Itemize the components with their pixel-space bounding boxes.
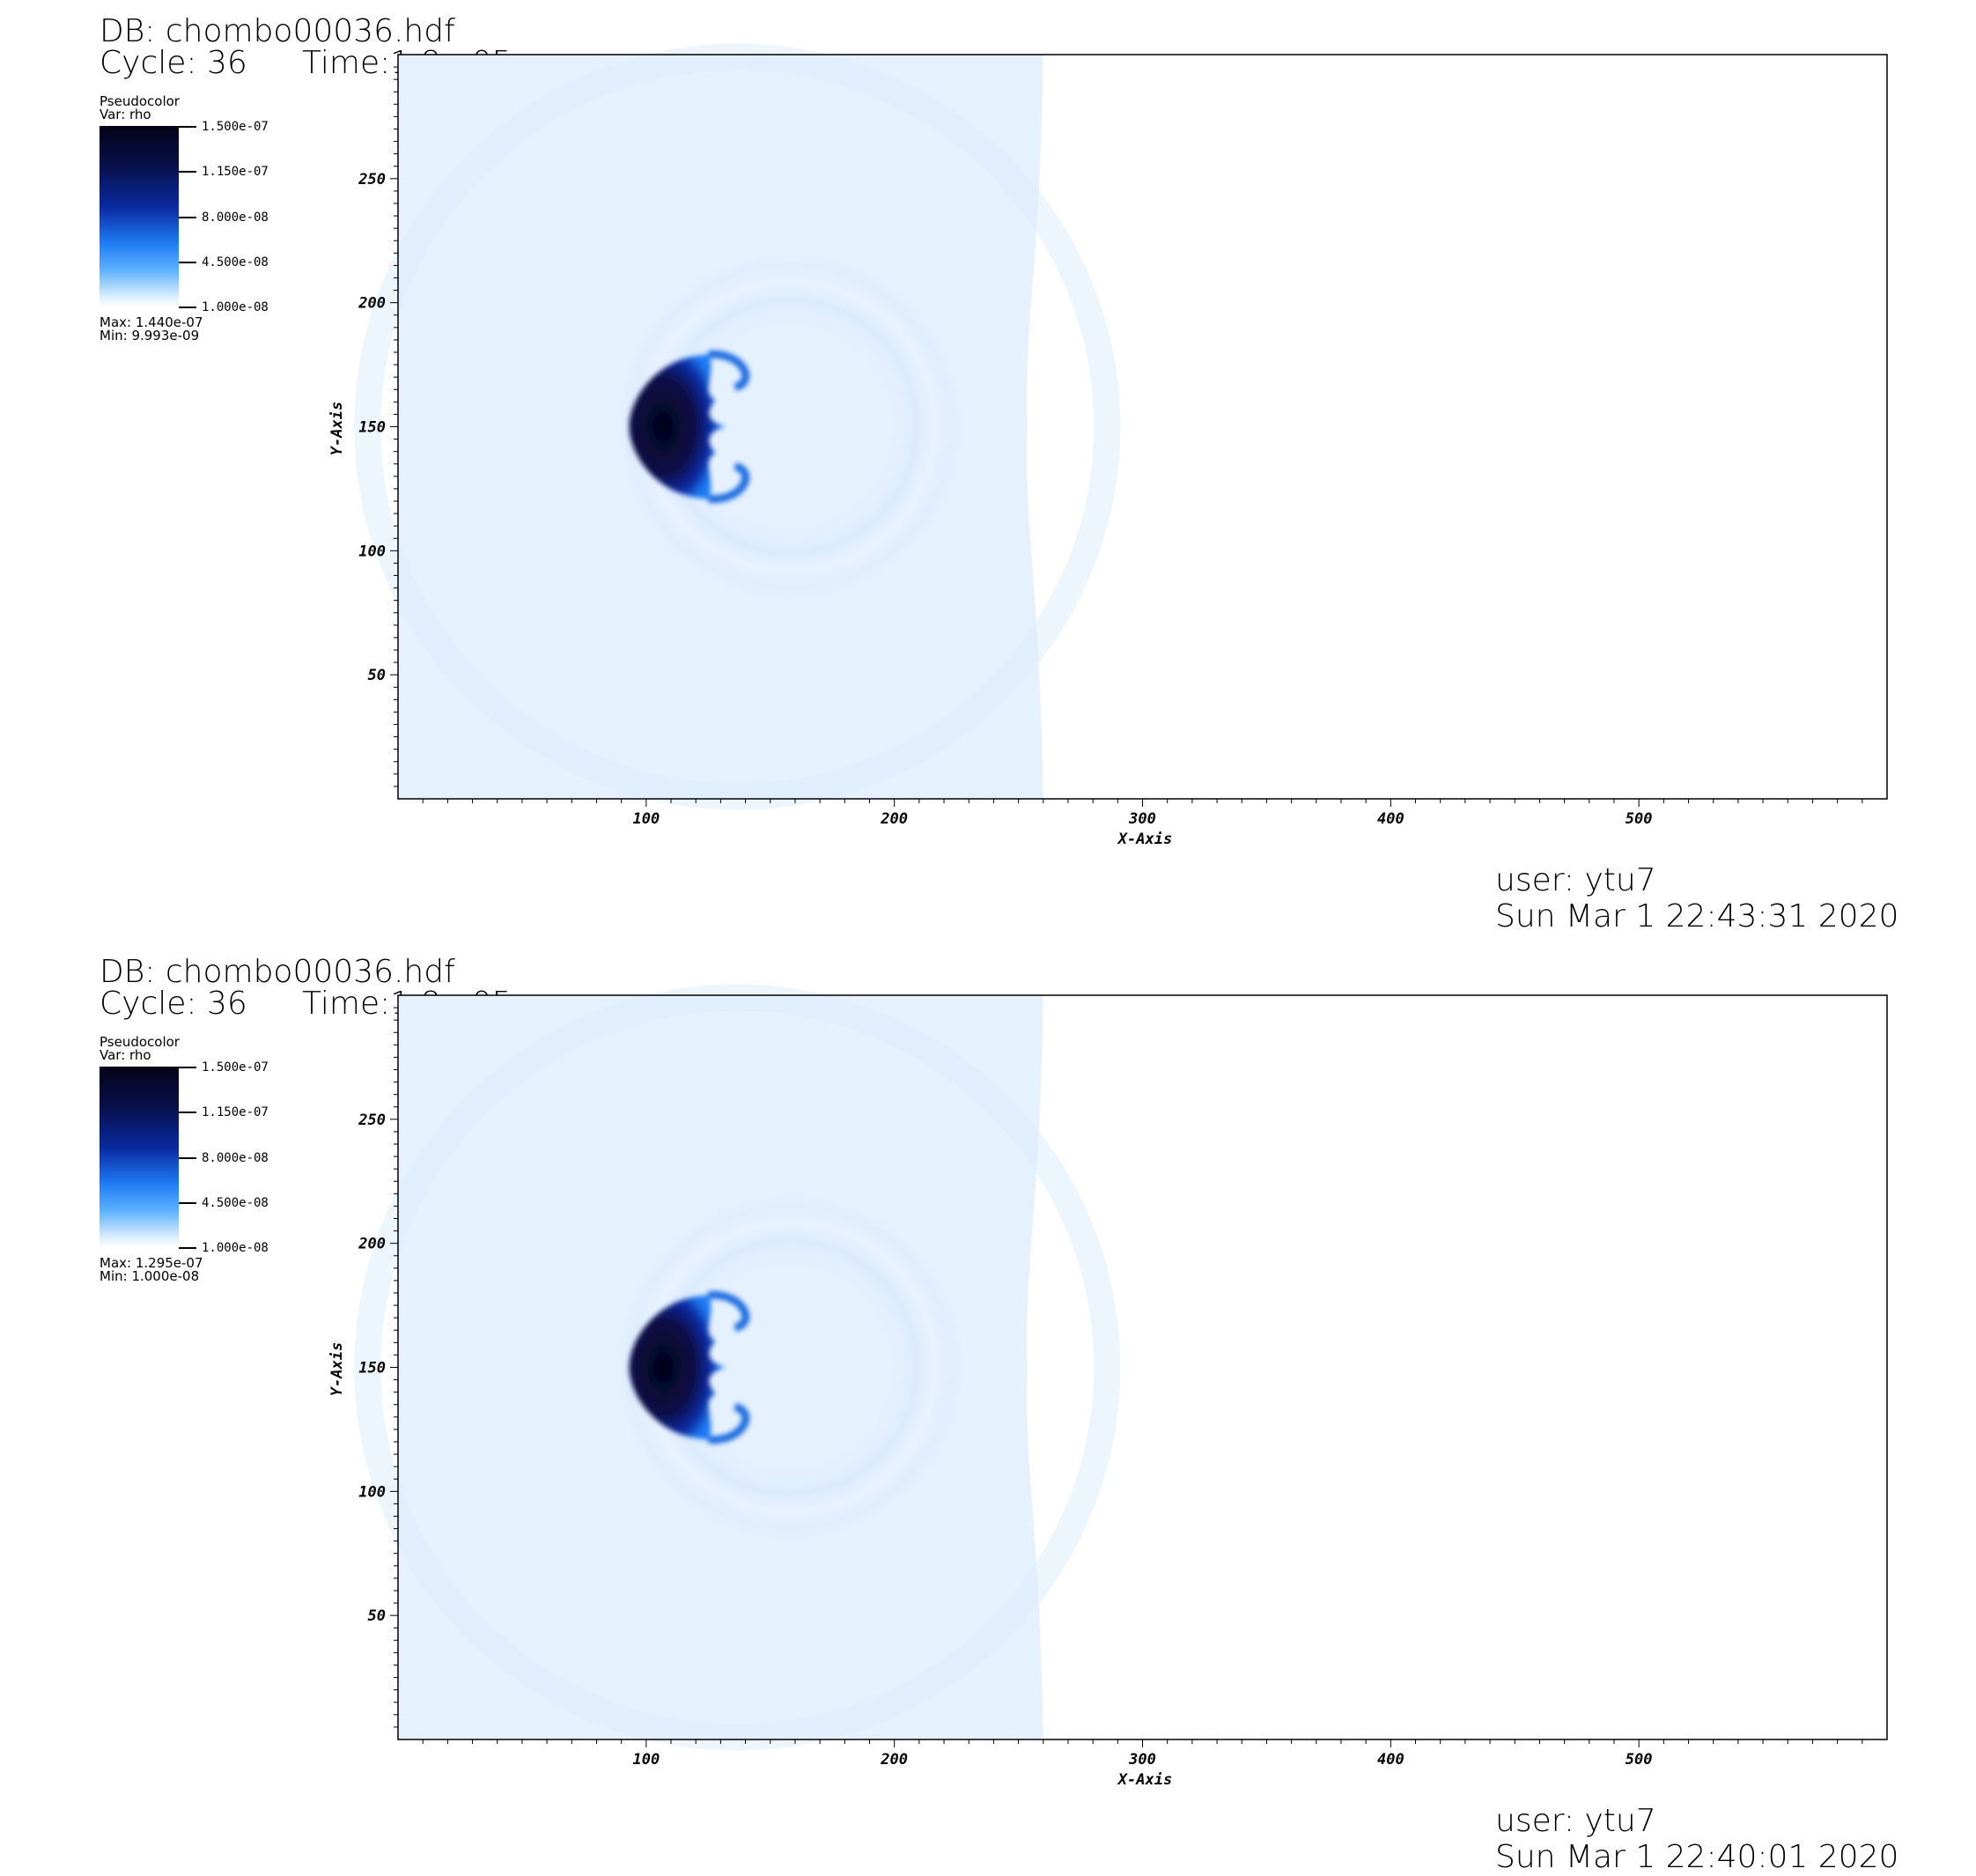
x-tick-label: 400	[1377, 1751, 1405, 1769]
x-tick-label: 200	[880, 1751, 908, 1769]
colorbar	[100, 126, 179, 307]
plot-panel: DB: chombo00036.hdf Cycle: 36 Time:1.8e-…	[0, 941, 1976, 1876]
y-tick-label: 150	[358, 419, 386, 437]
colorbar-tick-label: 4.500e-08	[202, 1196, 269, 1210]
legend-var: Var: rho	[100, 107, 151, 122]
y-tick-label: 200	[358, 295, 386, 313]
y-tick-label: 50	[368, 1607, 386, 1625]
x-axis-title: X-Axis	[1117, 831, 1172, 848]
y-tick-label: 150	[358, 1360, 386, 1377]
colorbar-tick	[179, 262, 196, 263]
x-tick-label: 300	[1128, 810, 1156, 828]
y-tick-label: 50	[368, 667, 386, 684]
colorbar-tick	[179, 1067, 196, 1068]
legend-min: Min: 9.993e-09	[100, 328, 200, 343]
colorbar-tick-label: 1.500e-07	[202, 1060, 269, 1075]
colorbar-tick-label: 4.500e-08	[202, 255, 269, 270]
y-axis-title: Y-Axis	[328, 1342, 346, 1396]
colorbar-tick-label: 1.150e-07	[202, 165, 269, 179]
date-label: Sun Mar 1 22:40:01 2020	[1495, 1839, 1899, 1875]
y-tick-label: 200	[358, 1236, 386, 1253]
x-tick-label: 500	[1626, 1751, 1653, 1769]
x-axis-title: X-Axis	[1117, 1771, 1172, 1789]
colorbar-tick-label: 1.500e-07	[202, 120, 269, 134]
legend-min: Min: 1.000e-08	[100, 1268, 200, 1284]
colorbar-tick	[179, 171, 196, 173]
colorbar-tick	[179, 217, 196, 218]
heatmap-plot: 100 200 300 400 500 50 100 150 200 250 X-Axis Y-Axi…	[328, 43, 1888, 848]
colorbar-tick-label: 1.000e-08	[202, 1241, 269, 1255]
x-tick-label: 300	[1128, 1751, 1156, 1769]
x-tick-label: 200	[880, 810, 908, 828]
colorbar	[100, 1067, 179, 1247]
x-tick-label: 400	[1377, 810, 1405, 828]
cycle-label: Cycle: 36	[100, 45, 247, 81]
y-tick-label: 250	[358, 171, 386, 188]
user-label: user: ytu7	[1495, 862, 1656, 898]
shock-ring	[354, 43, 1121, 810]
colorbar-tick	[179, 1247, 196, 1249]
heatmap-plot: 100 200 300 400 500 50 100 150 200 250 X-Axis Y-Axi…	[328, 984, 1888, 1789]
shock-ring	[614, 1191, 967, 1544]
legend-max: Max: 1.295e-07	[100, 1255, 203, 1271]
user-label: user: ytu7	[1495, 1803, 1656, 1839]
colorbar-tick-label: 1.150e-07	[202, 1105, 269, 1119]
x-tick-label: 500	[1626, 810, 1653, 828]
db-label: DB: chombo00036.hdf	[100, 13, 455, 49]
legend-max: Max: 1.440e-07	[100, 314, 203, 330]
colorbar-tick	[179, 1157, 196, 1159]
dense-feature	[629, 350, 750, 504]
y-tick-label: 250	[358, 1112, 386, 1129]
legend-title: Pseudocolor	[100, 93, 180, 109]
colorbar-tick-label: 1.000e-08	[202, 300, 269, 314]
colorbar-tick	[179, 307, 196, 308]
plot-panel: DB: chombo00036.hdf Cycle: 36 Time:1.8e-…	[0, 0, 1976, 935]
dense-feature	[629, 1290, 750, 1444]
y-axis-title: Y-Axis	[328, 402, 346, 455]
colorbar-tick	[179, 1202, 196, 1204]
shock-ring	[614, 250, 967, 603]
colorbar-tick	[179, 1112, 196, 1113]
legend-title: Pseudocolor	[100, 1034, 180, 1050]
colorbar-tick-label: 8.000e-08	[202, 210, 269, 225]
legend-var: Var: rho	[100, 1047, 151, 1063]
y-tick-label: 100	[358, 543, 386, 560]
x-tick-label: 100	[632, 1751, 660, 1769]
colorbar-tick	[179, 126, 196, 128]
y-tick-label: 100	[358, 1483, 386, 1501]
colorbar-tick-label: 8.000e-08	[202, 1151, 269, 1165]
cycle-label: Cycle: 36	[100, 986, 247, 1022]
db-label: DB: chombo00036.hdf	[100, 954, 455, 990]
date-label: Sun Mar 1 22:43:31 2020	[1495, 898, 1899, 934]
x-tick-label: 100	[632, 810, 660, 828]
shock-ring	[354, 984, 1121, 1751]
